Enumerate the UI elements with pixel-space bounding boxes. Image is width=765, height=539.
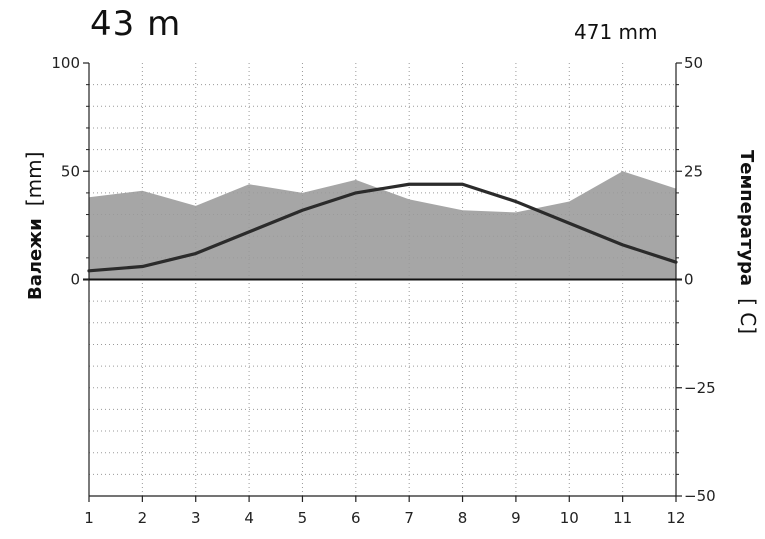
y-right-tick-label: −50: [684, 487, 716, 505]
x-tick-label: 9: [511, 509, 521, 527]
x-tick-label: 5: [298, 509, 308, 527]
y-left-tick-label: 0: [70, 271, 80, 289]
y-left-tick-label: 50: [61, 162, 80, 180]
y-right-tick-label: 50: [684, 54, 703, 72]
x-tick-label: 1: [84, 509, 94, 527]
x-tick-label: 11: [613, 509, 632, 527]
y-right-tick-label: 25: [684, 162, 703, 180]
y-right-tick-label: 0: [684, 271, 694, 289]
x-tick-label: 12: [666, 509, 685, 527]
x-tick-label: 8: [458, 509, 468, 527]
y-right-tick-label: −25: [684, 379, 716, 397]
x-tick-label: 10: [560, 509, 579, 527]
x-tick-label: 2: [138, 509, 148, 527]
y-left-tick-label: 100: [51, 54, 80, 72]
x-tick-label: 4: [244, 509, 254, 527]
x-tick-label: 6: [351, 509, 361, 527]
x-tick-label: 3: [191, 509, 201, 527]
x-tick-label: 7: [404, 509, 414, 527]
